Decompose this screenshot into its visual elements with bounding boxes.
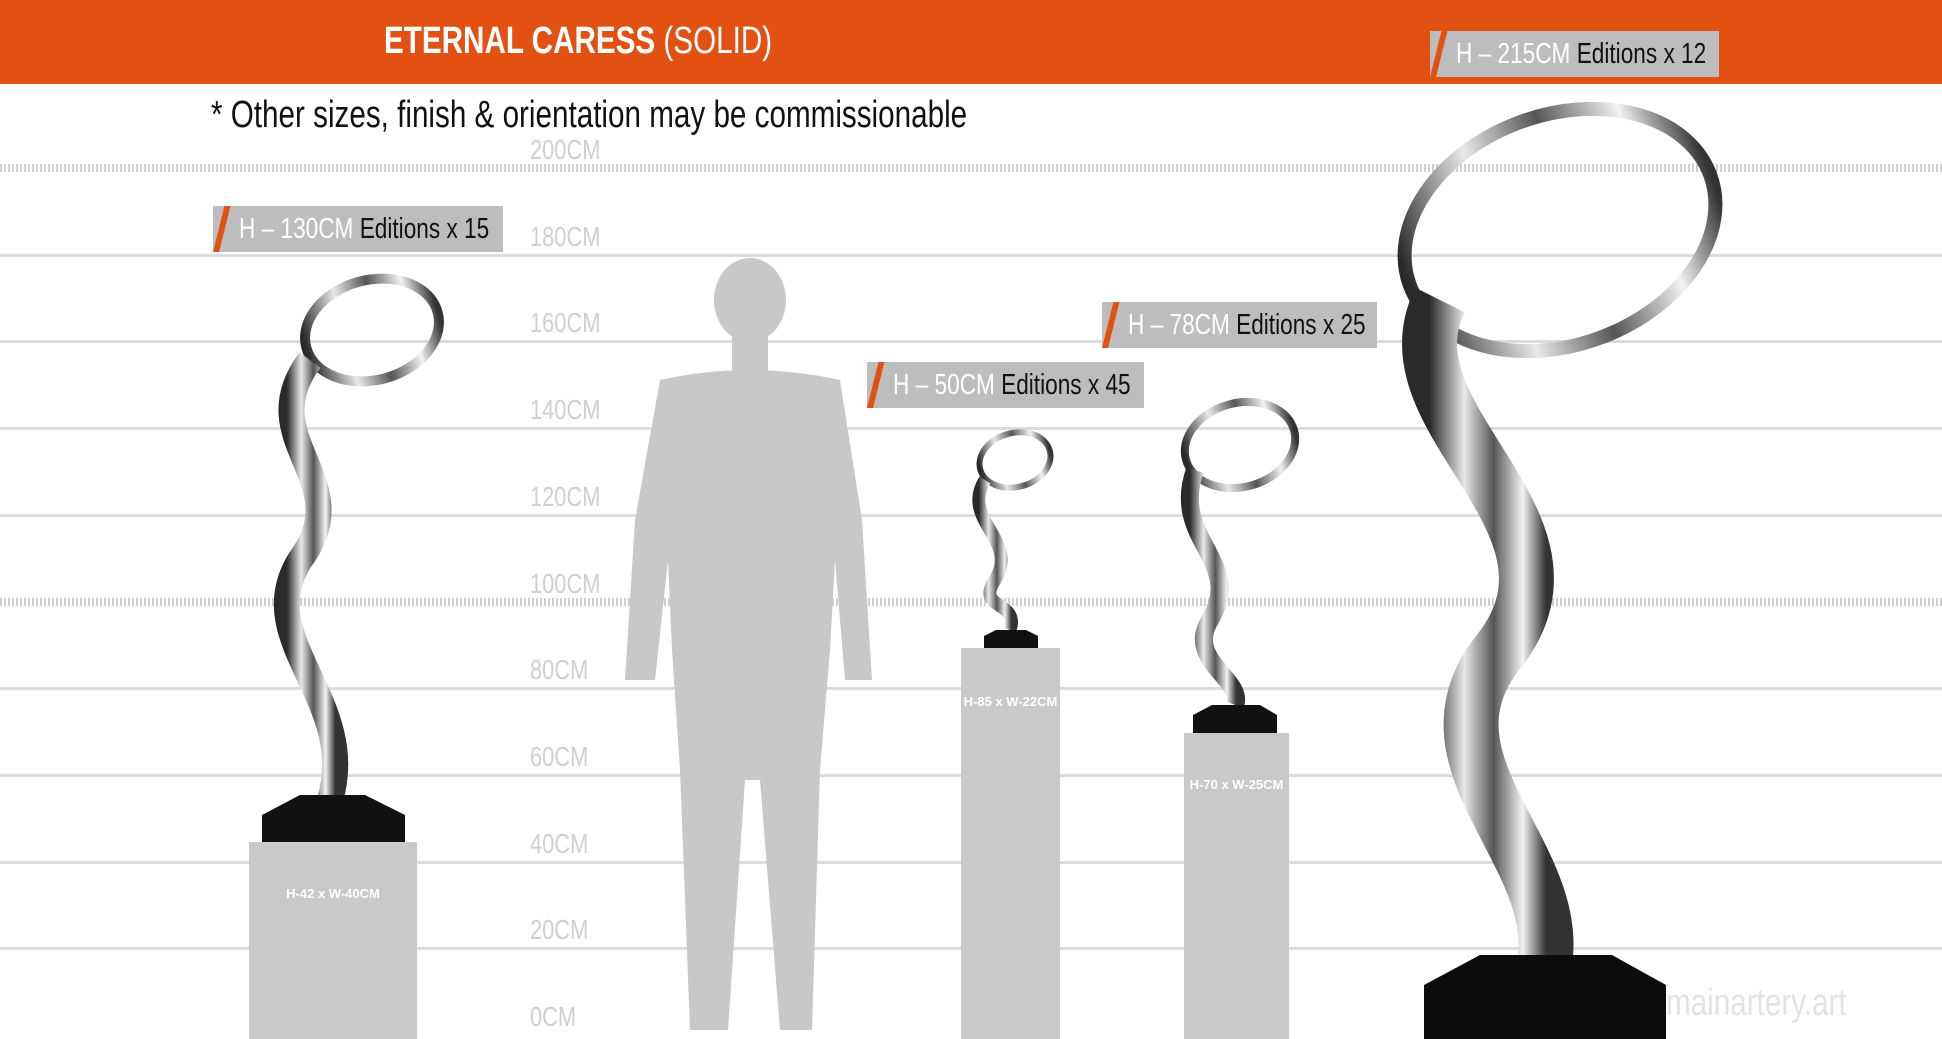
- title-bold: ETERNAL CARESS: [384, 20, 656, 62]
- human-silhouette: [625, 258, 872, 1030]
- sculpture-130cm: [273, 273, 444, 804]
- sculpture-50cm: [972, 429, 1054, 633]
- title-light: (SOLID): [663, 20, 773, 62]
- scale-label: 80CM: [530, 654, 589, 686]
- scale-line: [0, 427, 1942, 431]
- scale-label: 20CM: [530, 914, 589, 946]
- scale-label: 40CM: [530, 827, 589, 859]
- scale-label: 100CM: [530, 567, 601, 599]
- scale-label: 180CM: [530, 220, 601, 252]
- base-130cm: [262, 795, 405, 845]
- page-title: ETERNAL CARESS (SOLID): [384, 20, 882, 63]
- size-tag-78cm: H – 78CM Editions x 25: [1102, 302, 1377, 348]
- scale-line: [0, 513, 1942, 517]
- subtitle: * Other sizes, finish & orientation may …: [211, 94, 968, 136]
- scale-label: 160CM: [530, 307, 601, 339]
- scale-label: 200CM: [530, 134, 601, 165]
- size-tag-215cm: H – 215CM Editions x 12: [1430, 31, 1719, 77]
- scale-line: [0, 340, 1942, 344]
- pedestal-130cm: H-42 x W-40CM: [249, 842, 417, 1039]
- scale-label: 60CM: [530, 740, 589, 772]
- scale-label: 120CM: [530, 480, 601, 512]
- watermark: mainartery.art: [1666, 982, 1847, 1024]
- sculpture-78cm: [1180, 397, 1300, 709]
- pedestal-78cm: H-70 x W-25CM: [1184, 733, 1289, 1039]
- size-tag-50cm: H – 50CM Editions x 45: [867, 362, 1144, 408]
- pedestal-50cm: H-85 x W-22CM: [961, 648, 1060, 1039]
- sculpture-215cm: [1397, 101, 1723, 964]
- scale-line: [0, 597, 1942, 606]
- base-215cm: [1424, 955, 1666, 1039]
- size-tag-130cm: H – 130CM Editions x 15: [213, 206, 503, 252]
- scale-line: [0, 164, 1942, 172]
- scale-label: 140CM: [530, 394, 601, 426]
- scale-label: 0CM: [530, 1001, 577, 1032]
- scale-line: [0, 253, 1942, 257]
